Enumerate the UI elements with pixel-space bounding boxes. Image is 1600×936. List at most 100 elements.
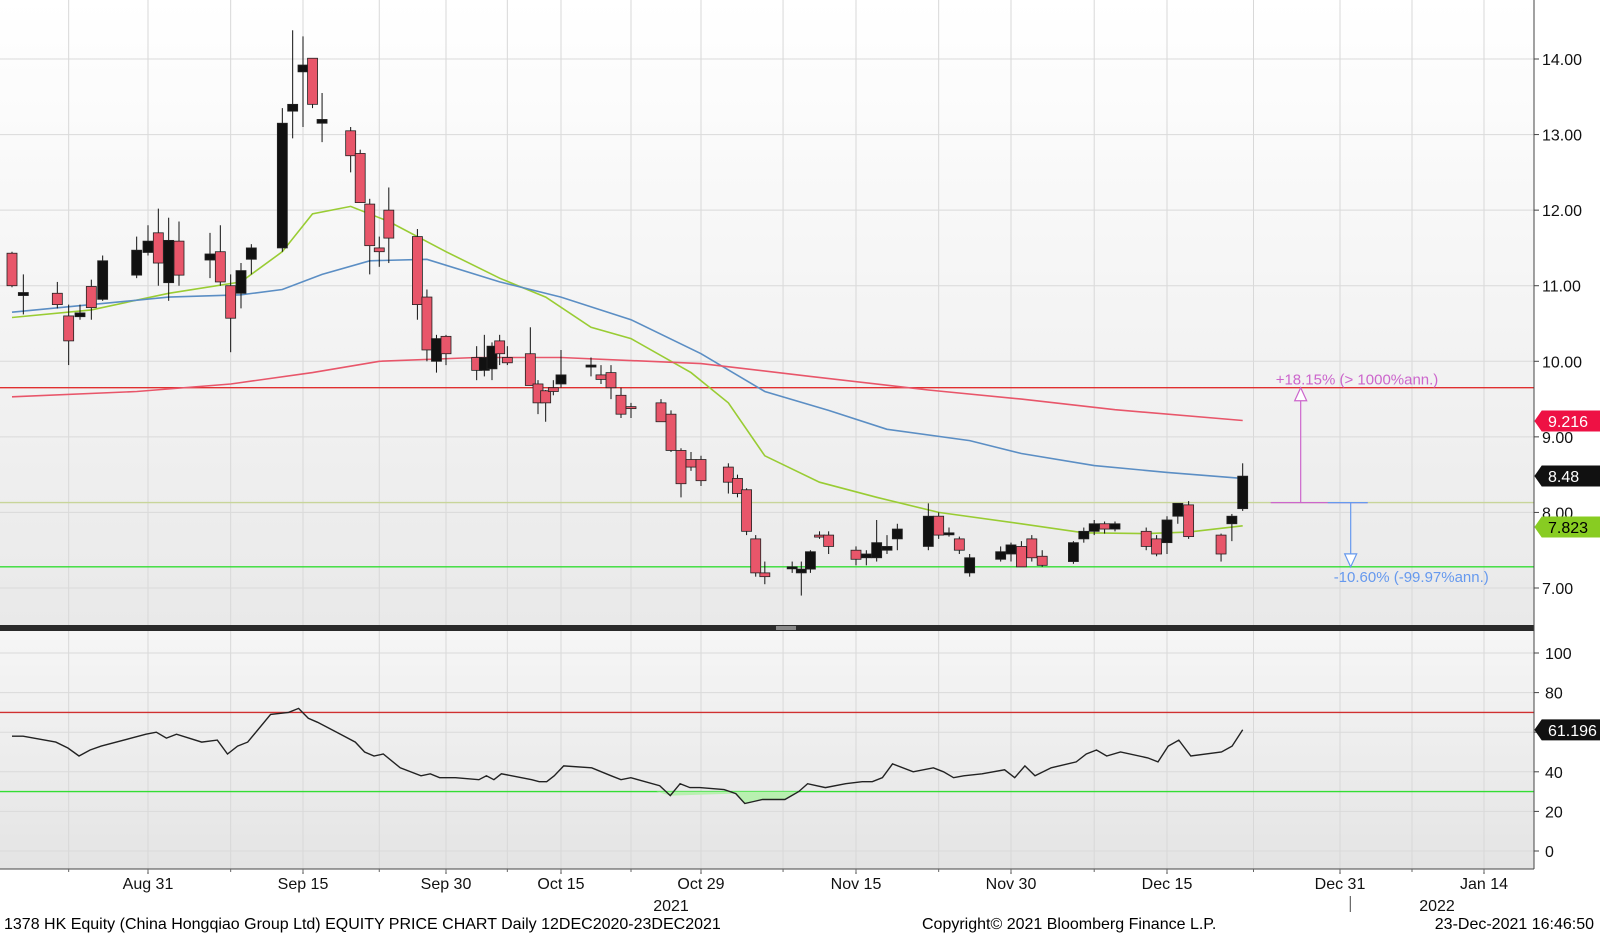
candle (615, 387, 627, 418)
candle-body-down (214, 251, 226, 283)
candle-body-up (995, 551, 1007, 560)
price-badge-label: 8.48 (1548, 469, 1579, 486)
candle-body-up (245, 247, 257, 260)
price-badge-label: 7.823 (1548, 520, 1588, 537)
panel-divider-handle[interactable] (776, 626, 796, 630)
candle (17, 274, 29, 315)
candle (245, 244, 257, 275)
candle-body-down (741, 489, 752, 532)
candle-body-down (540, 390, 552, 404)
chart-canvas[interactable]: +18.15% (> 1000%ann.) -10.60% (-99.97%ann… (0, 0, 1600, 916)
candle (316, 93, 328, 143)
candle-body-down (1016, 546, 1027, 568)
candle-body-up (922, 515, 934, 547)
candle (373, 236, 385, 267)
candle (383, 187, 395, 264)
up-arrow-icon (1293, 386, 1308, 402)
candle-body-up (943, 532, 955, 536)
year-label: 2021 (653, 898, 689, 915)
price-badge-shape (1534, 465, 1600, 487)
y-tick-label: 13.00 (1542, 128, 1582, 145)
candle-body-up (163, 239, 175, 284)
candle (1226, 513, 1238, 542)
moving-average-line-1 (11, 205, 1243, 535)
candle (1215, 533, 1227, 562)
price-badge: 7.823 (1534, 516, 1600, 538)
candle (524, 327, 536, 386)
footer-copyright: Copyright© 2021 Bloomberg Finance L.P. (922, 916, 1217, 933)
candle (585, 357, 597, 377)
candle-body-down (1099, 523, 1110, 530)
candle (695, 455, 707, 486)
candle (131, 236, 143, 279)
price-badge: 8.48 (1534, 465, 1600, 487)
up-projection-label: +18.15% (> 1000%ann.) (1276, 372, 1439, 389)
candle (1140, 527, 1152, 551)
candle-body-down (63, 315, 75, 342)
candle (953, 536, 965, 554)
candle-body-down (51, 292, 63, 306)
rsi-y-tick-label: 0 (1545, 844, 1554, 861)
x-tick-label: Oct 15 (537, 876, 584, 893)
candle (440, 334, 452, 366)
footer-security-title: 1378 HK Equity (China Hongqiao Group Ltd… (4, 916, 721, 933)
candle-body-down (1140, 530, 1152, 547)
candle (1172, 502, 1184, 524)
rsi-line (12, 707, 1244, 805)
candle-body-up (1068, 542, 1079, 562)
candle-body-down (494, 340, 506, 355)
candle-body-up (1226, 515, 1238, 525)
candle-body-up (204, 253, 216, 261)
candle-body-up (131, 249, 143, 276)
candle (1068, 541, 1079, 564)
candle (225, 274, 237, 353)
x-tick-label: Jan 14 (1460, 876, 1508, 893)
candle (63, 304, 75, 366)
candle-body-up (860, 553, 872, 559)
candle-body-down (722, 466, 734, 483)
price-badge-shape (1534, 719, 1600, 741)
candle (51, 281, 63, 309)
rsi-badge: 61.196 (1534, 719, 1600, 741)
panel-divider[interactable] (0, 625, 1534, 631)
candle (421, 289, 433, 362)
candle-body-down (501, 357, 513, 364)
candle (943, 527, 955, 537)
x-tick-label: Dec 15 (1142, 876, 1193, 893)
y-tick-label: 14.00 (1542, 52, 1582, 69)
candle (74, 304, 86, 320)
candle (786, 561, 798, 573)
price-panel-background (0, 0, 1534, 625)
candle-body-up (786, 566, 798, 570)
candle-body-up (1161, 519, 1173, 544)
candle (97, 255, 109, 301)
x-tick-label: Oct 29 (677, 876, 724, 893)
y-tick-label: 10.00 (1542, 354, 1582, 371)
candle (1078, 527, 1090, 543)
candle-body-down (615, 394, 627, 415)
candle (655, 399, 667, 423)
candle (173, 221, 185, 286)
candle-body-down (307, 57, 318, 105)
candle (486, 342, 498, 381)
candle (1237, 463, 1249, 511)
rsi-y-tick-label: 80 (1545, 686, 1563, 703)
candle (276, 108, 288, 252)
x-tick-label: Nov 15 (831, 876, 882, 893)
x-tick-label: Sep 15 (278, 876, 329, 893)
candle (805, 550, 816, 573)
x-tick-label: Nov 30 (986, 876, 1037, 893)
candle-body-up (1237, 475, 1249, 510)
candle-body-up (431, 338, 442, 362)
price-badge: 9.216 (1534, 410, 1600, 432)
candle-body-down (440, 335, 452, 355)
candle-body-up (486, 345, 498, 370)
candle-body-down (225, 285, 237, 319)
x-tick-label: Dec 31 (1315, 876, 1366, 893)
candle-body-down (759, 572, 771, 578)
candle-body-up (1005, 544, 1017, 555)
candle-body-up (1172, 502, 1184, 517)
candle-body-down (1215, 534, 1227, 555)
candle (750, 535, 762, 577)
